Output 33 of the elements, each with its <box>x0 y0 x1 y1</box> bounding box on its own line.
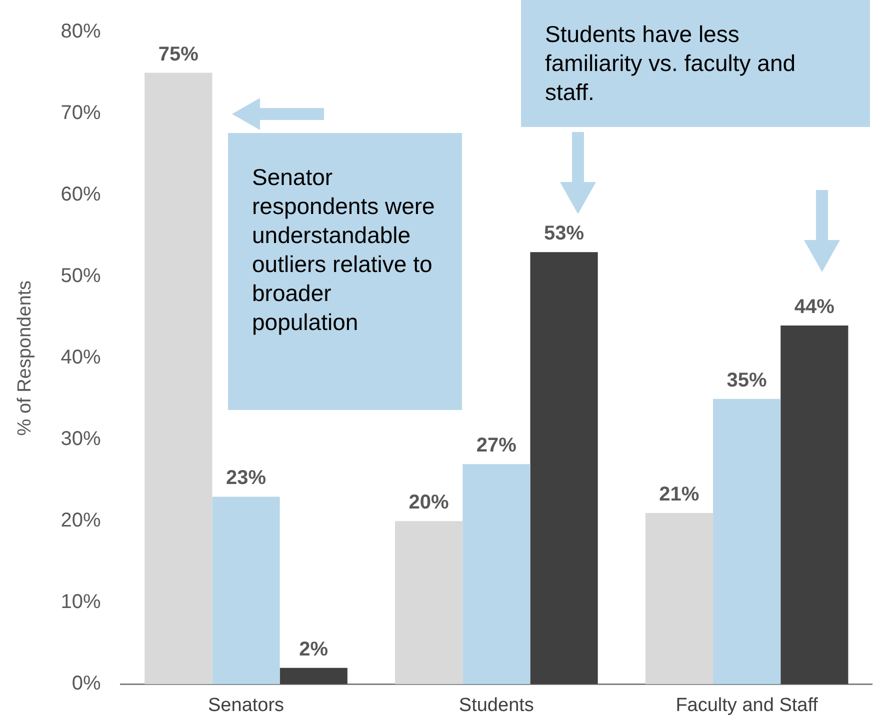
y-tick-label: 40% <box>60 346 102 369</box>
data-label: 35% <box>726 369 768 392</box>
y-tick-label: 10% <box>60 591 102 614</box>
bar <box>713 398 781 684</box>
data-label: 20% <box>408 492 450 514</box>
bar <box>645 512 713 684</box>
y-tick-label: 20% <box>60 510 102 532</box>
y-tick-label: 50% <box>60 265 102 288</box>
y-tick-label: 0% <box>72 672 102 695</box>
y-tick-label: 70% <box>60 102 102 124</box>
bar <box>280 668 348 684</box>
data-label: 21% <box>659 484 700 506</box>
data-label: 23% <box>226 467 266 490</box>
bar <box>462 464 530 684</box>
bar <box>395 521 463 684</box>
data-label: 2% <box>299 638 328 660</box>
callout-box: Students have less familiarity vs. faculty and staff. <box>521 0 870 127</box>
bar <box>144 72 212 684</box>
y-axis-title: % of Respondents <box>14 280 36 436</box>
y-tick-label: 80% <box>60 20 102 43</box>
callout-box: Senator respondents were understandable outliers relative to broader population <box>228 133 462 410</box>
y-tick-label: 30% <box>60 428 102 450</box>
data-label: 75% <box>158 43 199 66</box>
data-label: 44% <box>794 296 835 318</box>
x-tick-label: Faculty and Staff <box>676 694 819 716</box>
data-label: 53% <box>544 222 584 245</box>
x-tick-label: Students <box>458 694 534 716</box>
bar <box>212 496 280 684</box>
data-label: 27% <box>476 434 517 457</box>
bar <box>530 252 598 684</box>
bar <box>780 325 848 684</box>
x-tick-label: Senators <box>208 694 284 716</box>
y-tick-label: 60% <box>60 184 102 206</box>
